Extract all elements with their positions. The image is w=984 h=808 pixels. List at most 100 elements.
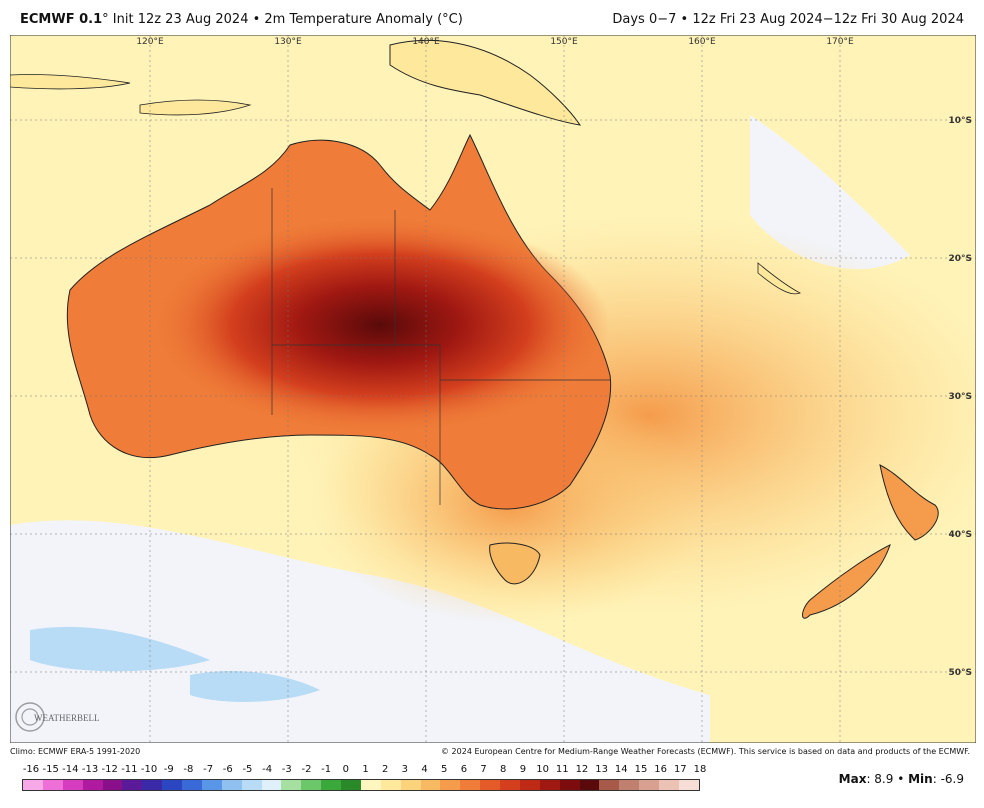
valid-period: Days 0−7 • 12z Fri 23 Aug 2024−12z Fri 3… bbox=[612, 12, 964, 27]
colorbar-tick-label: -6 bbox=[222, 764, 233, 775]
colorbar-tick-label: -1 bbox=[321, 764, 332, 775]
colorbar-tick-label: 9 bbox=[519, 764, 527, 775]
colorbar-swatch bbox=[301, 780, 322, 790]
weatherbell-logo: WEATHERBELL bbox=[15, 702, 100, 732]
colorbar-swatch bbox=[142, 780, 163, 790]
colorbar-tick-label: 7 bbox=[480, 764, 487, 775]
lat-label: 50°S bbox=[948, 668, 972, 678]
lon-label: 150°E bbox=[550, 37, 578, 47]
colorbar-tick-label: -10 bbox=[140, 764, 158, 775]
colorbar-swatch bbox=[420, 780, 441, 790]
cold-patch-west bbox=[30, 626, 210, 672]
colorbar-tick-label: -12 bbox=[101, 764, 118, 775]
colorbar-tick-label: 0 bbox=[342, 764, 349, 775]
indonesia-islands bbox=[10, 74, 131, 90]
lon-label: 140°E bbox=[412, 37, 440, 47]
colorbar-swatch bbox=[579, 780, 600, 790]
lat-label: 30°S bbox=[948, 392, 972, 402]
colorbar-swatch bbox=[559, 780, 580, 790]
graticule bbox=[10, 35, 976, 743]
lon-label: 160°E bbox=[688, 37, 716, 47]
colorbar-swatch bbox=[659, 780, 679, 790]
colorbar-tick-label: 14 bbox=[614, 764, 628, 775]
colorbar-tick-label: 1 bbox=[362, 764, 369, 775]
colorbar-tick-label: 18 bbox=[693, 764, 707, 775]
colorbar-swatch bbox=[380, 780, 401, 790]
colorbar-swatch bbox=[42, 780, 63, 790]
colorbar-tick-label: 3 bbox=[401, 764, 409, 775]
colorbar-tick-label: -14 bbox=[62, 764, 79, 775]
colorbar-swatch bbox=[519, 780, 540, 790]
colorbar-tick-label: -2 bbox=[301, 764, 312, 775]
colorbar-swatch bbox=[102, 780, 123, 790]
new-caledonia bbox=[757, 262, 801, 295]
max-min-readout: Max: 8.9 • Min: -6.9 bbox=[838, 772, 964, 786]
colorbar-swatch bbox=[500, 780, 520, 790]
colorbar-swatch bbox=[122, 780, 143, 790]
colorbar-tick-label: 13 bbox=[595, 764, 608, 775]
min-value: -6.9 bbox=[940, 772, 964, 786]
colorbar-swatch bbox=[281, 780, 302, 790]
new-zealand-north-island bbox=[879, 464, 939, 541]
max-value: 8.9 bbox=[874, 772, 894, 786]
colorbar-tick-label: 16 bbox=[654, 764, 668, 775]
colorbar-swatch bbox=[678, 780, 699, 790]
logo-text: WEATHERBELL bbox=[34, 713, 100, 723]
cold-patch-central bbox=[190, 670, 320, 702]
colorbar-swatch bbox=[360, 780, 381, 790]
lat-label: 40°S bbox=[948, 530, 972, 540]
colorbar-tick-label: -9 bbox=[163, 764, 174, 775]
colorbar-tick-label: 8 bbox=[500, 764, 507, 775]
max-label: Max bbox=[838, 772, 867, 786]
climo-note: Climo: ECMWF ERA-5 1991-2020 bbox=[10, 747, 141, 756]
lat-label: 20°S bbox=[948, 254, 972, 264]
lon-label: 170°E bbox=[826, 37, 854, 47]
colorbar-swatch bbox=[639, 780, 659, 790]
longitude-labels: 120°E 130°E 140°E 150°E 160°E 170°E bbox=[136, 37, 854, 47]
colorbar-swatch bbox=[599, 780, 620, 790]
colorbar-swatch bbox=[201, 780, 222, 790]
min-label: Min bbox=[908, 772, 933, 786]
colorbar-tick-label: -13 bbox=[81, 764, 99, 775]
lat-label: 10°S bbox=[948, 116, 972, 126]
colorbar-tick-label: -7 bbox=[203, 764, 214, 775]
colorbar bbox=[22, 779, 700, 791]
colorbar-swatch bbox=[182, 780, 202, 790]
colorbar-swatch bbox=[400, 780, 421, 790]
lon-label: 120°E bbox=[136, 37, 164, 47]
timor-islands bbox=[139, 99, 252, 116]
colorbar-tick-label: -11 bbox=[121, 764, 138, 775]
colorbar-swatch bbox=[221, 780, 242, 790]
model-name: ECMWF 0.1 bbox=[20, 12, 103, 27]
colorbar-tick-label: 2 bbox=[381, 764, 389, 775]
colorbar-swatch bbox=[82, 780, 103, 790]
colorbar-tick-label: -16 bbox=[22, 764, 40, 775]
chart-title: ECMWF 0.1° Init 12z 23 Aug 2024 • 2m Tem… bbox=[20, 12, 463, 27]
colorbar-tick-label: -5 bbox=[242, 764, 253, 775]
tasmania bbox=[489, 542, 541, 585]
colorbar-swatch bbox=[23, 780, 43, 790]
colorbar-swatch bbox=[480, 780, 500, 790]
colorbar-swatch bbox=[162, 780, 182, 790]
colorbar-swatch bbox=[539, 780, 560, 790]
colorbar-swatch bbox=[619, 780, 640, 790]
colorbar-tick-label: 6 bbox=[460, 764, 468, 775]
title-details: ° Init 12z 23 Aug 2024 • 2m Temperature … bbox=[102, 12, 463, 27]
colorbar-tick-label: -15 bbox=[42, 764, 59, 775]
colorbar-tick-label: 11 bbox=[555, 764, 569, 775]
colorbar-tick-label: -3 bbox=[281, 764, 292, 775]
colorbar-tick-label: 15 bbox=[634, 764, 648, 775]
colorbar-swatch bbox=[321, 780, 341, 790]
copyright-note: © 2024 European Centre for Medium-Range … bbox=[441, 747, 970, 756]
colorbar-swatch bbox=[440, 780, 461, 790]
new-guinea bbox=[389, 39, 582, 126]
colorbar-tick-label: 4 bbox=[421, 764, 428, 775]
colorbar-tick-label: -8 bbox=[183, 764, 194, 775]
colorbar-swatch bbox=[62, 780, 83, 790]
state-borders bbox=[271, 188, 610, 505]
cool-anomaly-coral-sea bbox=[750, 115, 910, 270]
heat-anomaly-core bbox=[150, 215, 610, 435]
colorbar-swatch bbox=[341, 780, 361, 790]
cool-anomaly-region bbox=[10, 520, 710, 743]
colorbar-tick-label: 5 bbox=[441, 764, 448, 775]
